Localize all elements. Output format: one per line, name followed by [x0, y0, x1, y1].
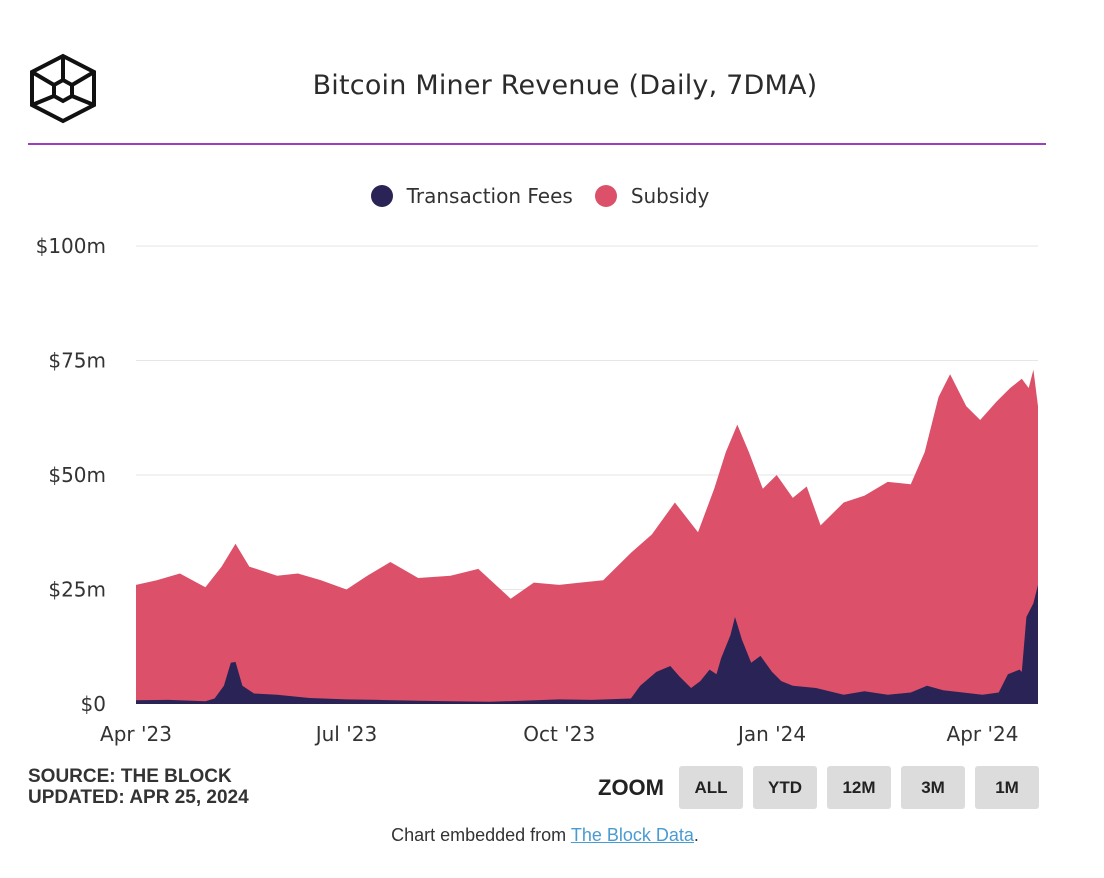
- legend-swatch-subsidy: [594, 185, 617, 207]
- zoom-1m-button[interactable]: 1M: [975, 766, 1039, 809]
- embed-prefix: Chart embedded from: [391, 825, 571, 845]
- embed-suffix: .: [693, 825, 699, 845]
- chart-legend: Transaction Fees Subsidy: [0, 184, 1080, 208]
- series-area-transaction-fees: [136, 584, 1038, 704]
- x-tick-label: Oct '23: [523, 722, 595, 746]
- chart-title: Bitcoin Miner Revenue (Daily, 7DMA): [312, 70, 818, 101]
- source-block: SOURCE: THE BLOCK UPDATED: APR 25, 2024: [28, 766, 249, 808]
- y-tick-label: $75m: [48, 349, 106, 373]
- zoom-label: ZOOM: [598, 775, 664, 800]
- zoom-ytd-button[interactable]: YTD: [753, 766, 817, 809]
- title-divider: [28, 143, 1046, 145]
- legend-label-subsidy: Subsidy: [630, 184, 710, 208]
- legend-item-transaction-fees[interactable]: Transaction Fees: [370, 184, 573, 208]
- y-tick-label: $100m: [36, 234, 106, 258]
- updated-label: UPDATED: APR 25, 2024: [28, 787, 249, 808]
- legend-item-subsidy[interactable]: Subsidy: [594, 184, 710, 208]
- embed-note: Chart embedded from The Block Data.: [0, 825, 1090, 846]
- y-tick-label: $50m: [48, 463, 106, 487]
- the-block-data-link[interactable]: The Block Data: [570, 825, 694, 845]
- y-tick-label: $0: [81, 692, 106, 716]
- x-tick-label: Jul '23: [314, 722, 377, 746]
- source-label: SOURCE: THE BLOCK: [28, 766, 232, 787]
- series-area-subsidy: [136, 369, 1038, 704]
- chart-plot-area: $0 $25m $50m $75m $100m Apr '23 Jul '23 Oct '23…: [36, 234, 1038, 746]
- the-block-logo-icon: [30, 53, 96, 124]
- legend-swatch-fees: [370, 185, 393, 207]
- zoom-all-button[interactable]: ALL: [679, 766, 743, 809]
- zoom-3m-button[interactable]: 3M: [901, 766, 965, 809]
- y-tick-label: $25m: [48, 578, 106, 602]
- x-tick-label: Apr '23: [100, 722, 172, 746]
- x-tick-label: Jan '24: [736, 722, 806, 746]
- x-tick-label: Apr '24: [947, 722, 1019, 746]
- zoom-12m-button[interactable]: 12M: [827, 766, 891, 809]
- legend-label-fees: Transaction Fees: [406, 184, 573, 208]
